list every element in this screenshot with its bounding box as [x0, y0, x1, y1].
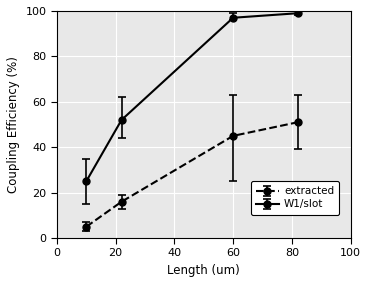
- Legend: extracted, W1/slot: extracted, W1/slot: [251, 181, 339, 215]
- X-axis label: Length (um): Length (um): [167, 264, 240, 277]
- Y-axis label: Coupling Efficiency (%): Coupling Efficiency (%): [7, 56, 20, 193]
